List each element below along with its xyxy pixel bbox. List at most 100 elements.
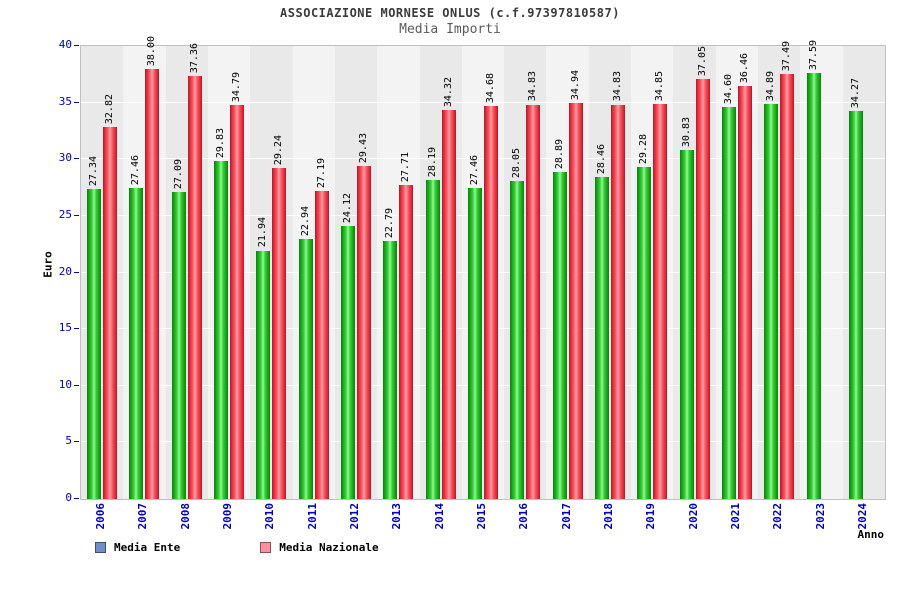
- y-tick-label: 20: [58, 264, 72, 278]
- x-tick-label-2012: 2012: [348, 503, 362, 530]
- y-tick-label: 25: [58, 207, 72, 221]
- bar-value-label: 29.28: [638, 134, 650, 165]
- bar-value-label: 36.46: [738, 52, 750, 84]
- y-axis-labels: 0 5 10 15 20 25 30 35 40: [0, 38, 72, 504]
- x-tick-label-2021: 2021: [728, 503, 742, 530]
- x-tick-label-2016: 2016: [517, 503, 531, 530]
- gridline: [81, 101, 885, 103]
- gridline: [81, 271, 885, 273]
- y-tick-mark: [74, 328, 79, 330]
- y-tick-label: 10: [58, 377, 72, 391]
- x-tick-label-2010: 2010: [263, 503, 277, 530]
- y-tick-label: 15: [58, 321, 72, 335]
- legend-label-media-nazionale: Media Nazionale: [279, 541, 379, 554]
- y-tick-label: 40: [58, 38, 72, 51]
- bar-media-nazionale-2007: [145, 68, 160, 499]
- bar-value-label: 32.82: [104, 94, 116, 125]
- bar-media-nazionale-2020: [695, 79, 710, 499]
- bar-value-label: 38.00: [146, 35, 158, 66]
- bar-media-nazionale-2018: [610, 104, 625, 499]
- y-tick-mark: [74, 498, 79, 499]
- bar-value-label: 27.09: [172, 159, 184, 190]
- bar-value-label: 34.89: [765, 70, 777, 101]
- y-tick-mark: [74, 214, 79, 216]
- bar-media-ente-2015: [468, 188, 482, 499]
- legend-item-media-nazionale: Media Nazionale: [260, 541, 379, 554]
- bar-value-label: 27.34: [88, 156, 100, 187]
- x-tick-label-2009: 2009: [221, 503, 235, 530]
- bar-media-ente-2010: [256, 250, 271, 499]
- bar-media-ente-2021: [721, 107, 736, 499]
- bar-media-ente-2011: [298, 239, 313, 499]
- y-axis-ticks: [74, 45, 80, 499]
- legend-label-media-ente: Media Ente: [114, 541, 181, 554]
- y-tick-label: 5: [65, 434, 72, 448]
- chart-subtitle: Media Importi: [399, 22, 501, 37]
- bar-media-nazionale-2010: [272, 167, 287, 499]
- bar-value-label: 27.71: [400, 152, 412, 183]
- bar-media-ente-2007: [129, 188, 144, 499]
- bar-value-label: 34.68: [485, 73, 496, 104]
- bar-value-label: 21.94: [257, 217, 269, 248]
- bar-value-label: 37.59: [807, 40, 819, 71]
- bar-media-ente-2020: [679, 149, 694, 499]
- bar-value-label: 29.43: [358, 132, 370, 163]
- x-tick-label-2017: 2017: [559, 503, 573, 530]
- x-tick-label-2020: 2020: [686, 503, 700, 530]
- bar-value-label: 37.05: [696, 46, 708, 77]
- x-tick-label-2019: 2019: [644, 503, 658, 530]
- bar-media-nazionale-2008: [187, 75, 202, 499]
- bar-media-ente-2012: [341, 225, 356, 499]
- y-tick-mark: [74, 384, 79, 386]
- bar-value-label: 34.79: [231, 71, 243, 103]
- x-tick-label-2024: 2024: [855, 503, 869, 530]
- x-tick-label-2013: 2013: [390, 503, 404, 530]
- bar-media-nazionale-2017: [568, 103, 583, 499]
- bar-media-ente-2014: [425, 179, 440, 499]
- y-tick-label: 0: [65, 491, 72, 504]
- legend-swatch-media-ente: [95, 542, 106, 553]
- bar-media-nazionale-2011: [314, 191, 329, 499]
- x-tick-label-2023: 2023: [813, 503, 827, 530]
- plot-area: 27.34 32.82 27.46 38.00 27.09 37.36 29.83 34.79…: [80, 36, 886, 500]
- x-tick-label-2011: 2011: [305, 503, 319, 530]
- x-axis-title: Anno: [857, 528, 885, 541]
- bar-media-ente-2023: [806, 73, 821, 499]
- bar-media-nazionale-2022: [780, 74, 795, 499]
- x-tick-label-2006: 2006: [94, 503, 108, 530]
- x-tick-label-2018: 2018: [601, 503, 615, 530]
- bar-media-ente-2022: [764, 103, 779, 499]
- bar-value-label: 22.94: [299, 206, 311, 237]
- bar-value-label: 28.19: [426, 146, 438, 177]
- gridline: [81, 441, 885, 443]
- y-tick-mark: [74, 45, 79, 46]
- gridline: [81, 158, 885, 160]
- bar-media-ente-2006: [87, 189, 102, 499]
- bar-value-label: 34.85: [654, 71, 666, 102]
- y-tick-label: 35: [58, 94, 72, 108]
- bar-media-ente-2019: [637, 167, 652, 499]
- bar-media-nazionale-2015: [484, 106, 498, 499]
- bar-value-label: 29.83: [215, 128, 227, 159]
- bar-media-ente-2016: [510, 181, 525, 499]
- gridline: [81, 384, 885, 386]
- gridline: [81, 328, 885, 330]
- bar-media-nazionale-2009: [230, 105, 245, 499]
- bar-value-label: 24.12: [342, 192, 354, 223]
- bar-value-label: 30.83: [680, 116, 692, 147]
- y-tick-mark: [74, 101, 79, 103]
- bar-media-nazionale-2019: [653, 104, 668, 499]
- bar-value-label: 22.79: [384, 207, 396, 238]
- y-tick-mark: [74, 441, 79, 443]
- bar-value-label: 28.05: [511, 148, 523, 179]
- legend-swatch-media-nazionale: [260, 542, 272, 553]
- bar-value-label: 27.46: [130, 154, 142, 186]
- bar-media-ente-2013: [383, 240, 398, 499]
- bar-media-nazionale-2012: [357, 165, 372, 499]
- bar-value-label: 34.83: [527, 71, 539, 102]
- bar-value-label: 37.36: [188, 42, 200, 73]
- bar-media-nazionale-2014: [441, 110, 456, 499]
- bar-media-nazionale-2021: [737, 86, 752, 499]
- x-tick-label-2022: 2022: [771, 503, 785, 530]
